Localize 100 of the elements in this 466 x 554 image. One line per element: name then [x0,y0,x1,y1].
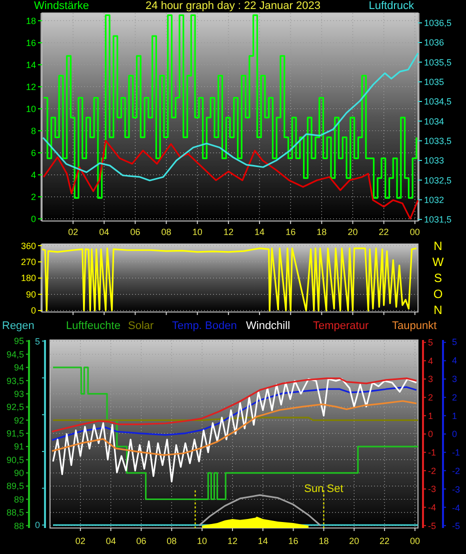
y-tick-label: 0 [30,214,36,224]
y2-tick-label: 4 [452,356,458,366]
x-tick-label: 02 [68,227,78,237]
y-tick-label: 12 [26,82,36,92]
x-tick-label: 00 [410,227,420,237]
text: Luftfeuchte [66,320,120,332]
y2-tick-label: 1035,5 [424,57,452,68]
ref-line-label: Sun Set [304,483,344,495]
x-tick-label: 12 [223,227,234,237]
y2-tick-label: 1034 [424,116,444,126]
line-series [42,140,419,220]
y-tick-label: 93 [14,388,24,399]
y-tick-label: 88,5 [6,508,24,518]
text: Windchill [246,320,290,332]
x-tick-label: 06 [130,227,140,237]
y-tick-label: 89 [14,494,24,504]
x-tick-label: 00 [410,536,420,546]
text: N [434,239,442,254]
y2-tick-label: -4 [452,502,460,513]
x-tick-label: 12 [227,536,238,546]
x-tick-label: 20 [348,227,358,237]
y2-tick-label: 1032,5 [424,175,452,186]
y-tick-label: 91 [14,442,24,452]
y-tick-label: 90 [26,289,36,300]
text: 3 [428,374,434,384]
text: Taupunkt [392,320,437,332]
x-tick-label: 14 [258,536,268,546]
y2-tick-label: 1033,5 [424,136,452,146]
y2-tick-label: 0 [452,429,458,440]
y-tick-label: 91,5 [6,428,24,438]
x-tick-label: 22 [378,227,389,237]
text: 2 [428,392,434,403]
y-tick-label: 10 [26,104,36,114]
y-tick-label: 90 [14,468,24,478]
y-tick-label: 8 [30,126,36,136]
y-tick-label: 95 [14,336,24,346]
text: Regen [2,320,34,332]
x-tick-label: 14 [254,227,265,237]
x-tick-label: 22 [380,536,390,546]
y2-tick-label: 1031,5 [424,214,452,225]
y2-tick-label: 1 [452,410,458,421]
chart-title: 24 hour graph day : 22 Januar 2023 [146,0,320,12]
y-tick-label: 270 [20,257,36,268]
y2-tick-label: 1033 [424,156,444,166]
y2-tick-label: -5 [452,521,460,532]
x-tick-label: 20 [349,536,360,546]
y2-tick-label: 5 [452,337,458,348]
text: -2 [428,466,436,476]
y2-tick-label: 2 [452,392,458,402]
text: W [432,255,444,270]
text: S [434,271,442,286]
y-tick-label: 88 [14,520,24,531]
y2-tick-label: 1034,5 [424,96,452,107]
text: 5 [428,338,434,348]
line-series [41,248,418,312]
y2-tick-label: 1036 [424,38,444,48]
x-tick-label: 16 [288,536,298,546]
x-tick-label: 10 [197,536,208,546]
y-tick-label: 90,5 [6,454,24,465]
y-tick-label: 14 [26,60,36,70]
y2-tick-label: 3 [452,374,458,384]
text: -5 [428,520,436,531]
y-tick-label: 94 [14,362,24,373]
line-series [51,386,418,441]
y2-tick-label: 1032 [424,194,444,205]
y-tick-label: 6 [30,148,36,158]
y-tick-label: 4 [30,170,36,180]
text: 4 [428,356,434,366]
y-tick-label: 180 [20,273,36,284]
y-axis-title: Windstärke [34,0,90,12]
x-tick-label: 16 [286,227,296,237]
text: Solar [128,320,154,332]
y-tick-label: 94,5 [6,349,24,360]
y-tick-label: 89,5 [6,481,24,492]
y2-tick-label: 1036,5 [424,18,452,28]
x-tick-label: 18 [318,536,329,546]
y-tick-label: 0 [30,306,36,316]
x-tick-label: 02 [75,536,86,546]
text: Temperatur [313,320,369,332]
y-tick-label: 18 [26,16,36,26]
y-tick-label: 16 [26,38,36,48]
y-tick-label: 92,5 [6,402,24,412]
line-series [51,377,418,432]
y2-tick-label: -1 [452,448,460,458]
text: O [433,287,443,302]
y-tick-label: 93,5 [6,376,24,386]
x-tick-label: 08 [166,536,177,546]
y2-tick-label: -3 [452,484,460,494]
text: -3 [428,484,436,494]
line-series [51,400,418,456]
line-series [52,378,418,482]
x-tick-label: 08 [161,227,172,237]
y2-tick-label: 1035 [424,76,444,87]
x-tick-label: 18 [316,227,327,237]
y-tick-label: 2 [30,192,36,202]
y3-tick-label: 5 [34,336,40,346]
y2-tick-label: -2 [452,466,460,476]
y2-axis-title: Luftdruck [368,0,414,12]
x-tick-label: 04 [106,536,116,546]
text: N [434,303,442,318]
